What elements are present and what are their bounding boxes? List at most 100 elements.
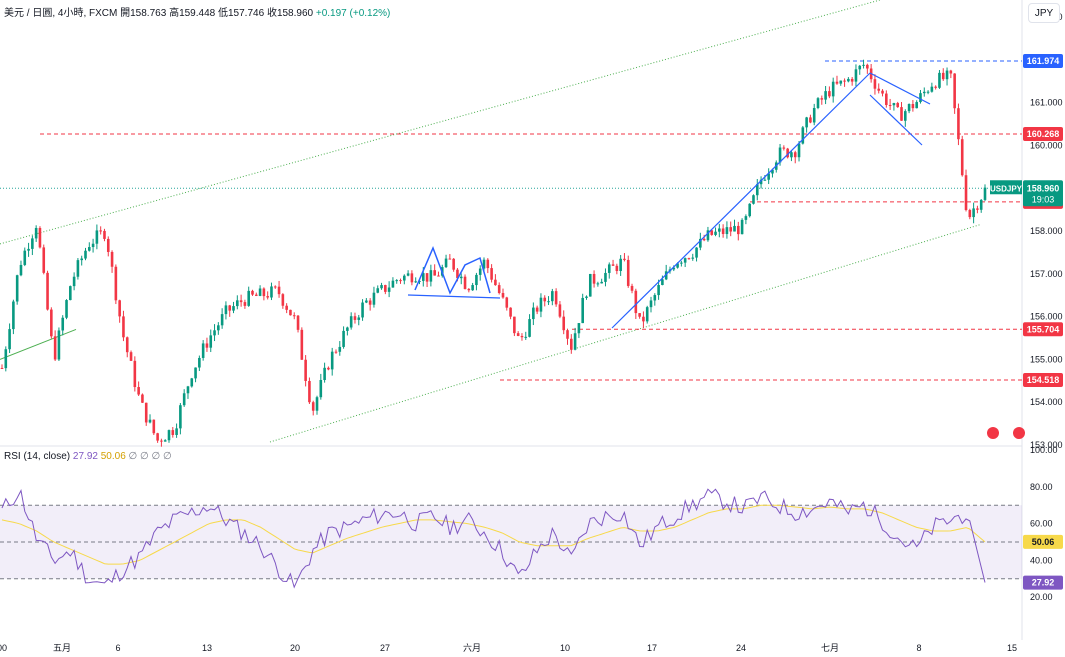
candle-body [421, 273, 425, 281]
candle-body [926, 91, 930, 93]
candle-body [903, 111, 907, 121]
candle-body [938, 72, 941, 88]
candle-body [892, 103, 896, 106]
candle-body [448, 258, 452, 260]
candle-body [687, 258, 691, 260]
candle-body [858, 65, 862, 70]
candle-body [91, 243, 95, 248]
candle-body [334, 351, 338, 353]
candle-body [930, 86, 934, 92]
candle-body [156, 433, 159, 441]
candle-body [805, 117, 808, 128]
candle-body [444, 258, 448, 268]
candle-body [103, 230, 106, 239]
rsi-line [1, 488, 986, 589]
candle-body [327, 367, 330, 370]
candle-body [46, 272, 49, 310]
candle-body [896, 103, 900, 108]
candle-body [236, 300, 239, 307]
candle-body [0, 367, 4, 369]
candle-body [755, 184, 759, 196]
candle-body [551, 291, 554, 302]
candle-body [490, 268, 493, 280]
candle-body [308, 380, 311, 403]
candle-body [380, 285, 383, 289]
candle-body [843, 80, 846, 82]
candle-body [12, 301, 15, 330]
candle-body [8, 329, 11, 350]
candle-body [456, 269, 459, 279]
green-trend-line [0, 329, 77, 360]
candle-body [319, 379, 323, 398]
candle-body [604, 272, 607, 282]
candle-body [907, 104, 911, 112]
close-value: 158.960 [276, 8, 314, 19]
candle-body [384, 285, 387, 292]
candle-body [547, 301, 550, 303]
rsi-extra-values: ∅ ∅ ∅ ∅ [128, 451, 172, 462]
price-tick-label: 155.000 [1030, 354, 1063, 364]
rsi-header: RSI (14, close) 27.92 50.06 ∅ ∅ ∅ ∅ [4, 451, 172, 462]
candle-body [273, 286, 277, 288]
candle-body [497, 285, 501, 294]
candle-body [425, 273, 429, 282]
candle-body [220, 314, 224, 326]
candle-body [160, 440, 163, 442]
high-value: 159.448 [179, 8, 216, 19]
candle-body [710, 230, 714, 235]
rsi-label: RSI (14, close) [4, 451, 71, 462]
time-tick-label: 五月 [53, 643, 71, 653]
candle-body [877, 88, 881, 91]
candle-body [346, 327, 349, 331]
rsi-ma-tag: 50.06 [1032, 537, 1055, 547]
rsi-value: 27.92 [72, 451, 98, 462]
candle-body [342, 330, 345, 347]
candle-body [968, 210, 972, 218]
candle-body [524, 336, 528, 338]
candle-body [566, 330, 569, 339]
candle-body [615, 265, 619, 272]
candle-body [676, 263, 679, 268]
candle-body [452, 258, 455, 270]
candle-body [141, 394, 144, 403]
candle-body [399, 280, 402, 282]
candle-body [338, 346, 342, 352]
candle-body [983, 187, 987, 200]
level-tag: 154.518 [1027, 375, 1060, 385]
candle-body [467, 288, 471, 291]
symbol-header: 美元 / 日圓, 4小時, FXCM 開158.763 高159.448 低15… [4, 4, 390, 19]
candle-body [410, 273, 414, 283]
candle-body [543, 297, 547, 302]
candle-body [702, 238, 706, 241]
candle-body [463, 276, 467, 289]
level-tag: 155.704 [1027, 324, 1060, 334]
candle-body [270, 286, 273, 298]
currency-button[interactable]: JPY [1028, 3, 1060, 23]
candle-body [759, 179, 763, 185]
candle-body [661, 279, 664, 286]
candle-body [649, 300, 653, 308]
candle-body [15, 275, 19, 302]
candle-body [562, 316, 566, 331]
candle-body [391, 280, 395, 288]
rsi-tag-bg [1023, 575, 1063, 590]
candle-body [535, 307, 539, 312]
candle-body [414, 281, 417, 283]
candle-body [854, 69, 858, 82]
candle-body [311, 402, 315, 411]
close-label: 收 [266, 8, 277, 19]
candle-body [532, 307, 535, 320]
candle-body [125, 337, 129, 353]
rsi-tick-label: 100.00 [1030, 445, 1058, 455]
neckline [407, 294, 501, 299]
candle-body [201, 343, 205, 358]
candle-body [554, 291, 558, 305]
candle-body [737, 225, 740, 235]
candle-body [607, 264, 611, 273]
candle-body [915, 102, 918, 109]
candle-body [315, 397, 319, 411]
candle-body [213, 330, 216, 336]
rsi-tick-label: 20.00 [1030, 592, 1053, 602]
candle-body [61, 317, 65, 331]
